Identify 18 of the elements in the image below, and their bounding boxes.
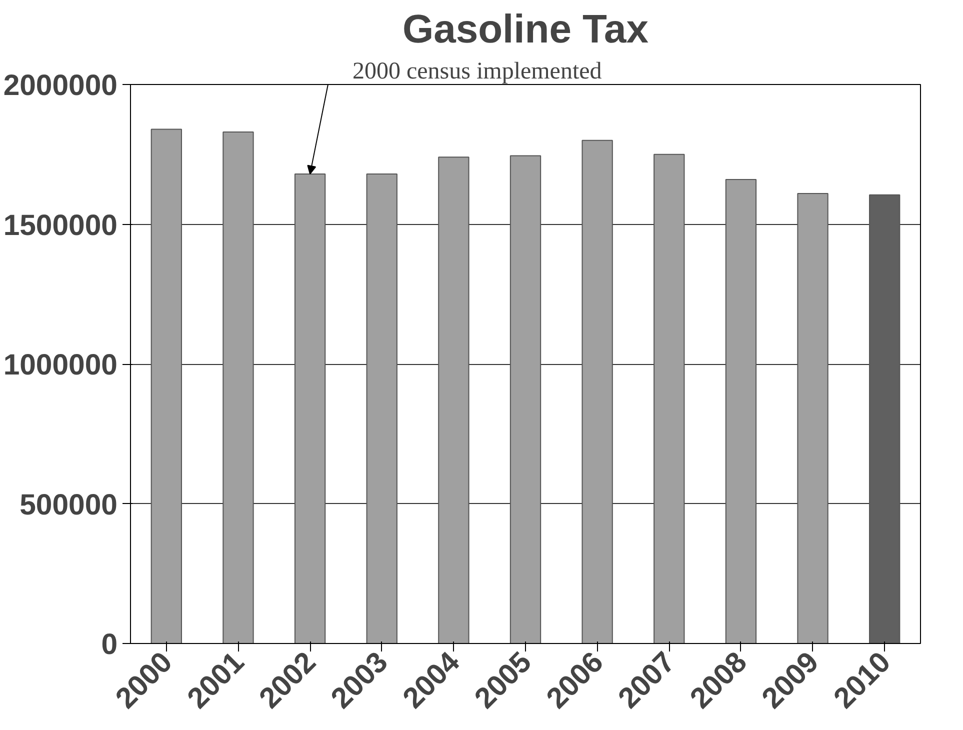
- bar: [869, 194, 900, 644]
- bar: [222, 132, 254, 644]
- bar: [725, 179, 757, 644]
- annotation: 2000 census implemented: [352, 58, 602, 84]
- y-tick-label: 0: [101, 628, 118, 661]
- bar: [510, 155, 542, 644]
- bar: [582, 140, 613, 644]
- bar: [654, 154, 685, 644]
- chart-title: Gasoline Tax: [402, 8, 649, 52]
- y-tick-label: 1000000: [3, 348, 118, 382]
- bar: [366, 173, 398, 644]
- bar: [150, 128, 182, 644]
- y-tick-label: 2000000: [3, 69, 118, 102]
- bar: [797, 193, 828, 644]
- y-tick-label: 1500000: [3, 208, 118, 242]
- y-tick-label: 500000: [20, 488, 118, 522]
- bar: [438, 156, 470, 644]
- bar: [294, 173, 326, 644]
